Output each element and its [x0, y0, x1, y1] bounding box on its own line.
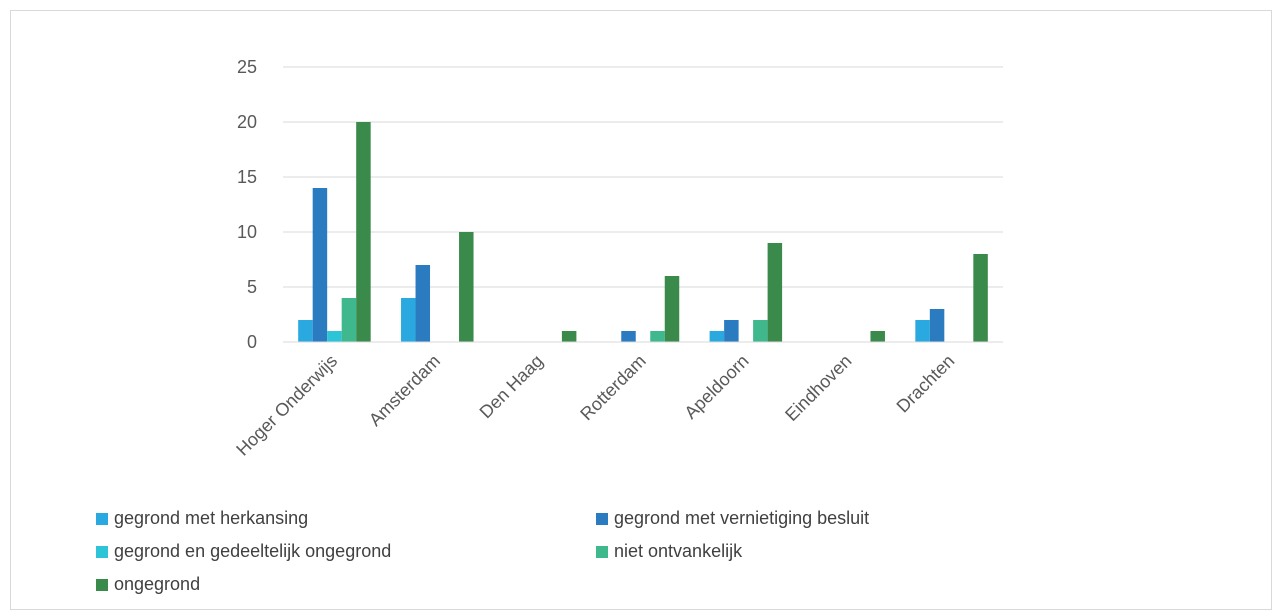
bar — [415, 265, 431, 342]
x-tick-label: Apeldoorn — [681, 351, 753, 423]
y-tick-label: 5 — [247, 277, 257, 297]
bar — [312, 188, 328, 342]
x-tick-label: Amsterdam — [365, 351, 444, 430]
x-tick-label: Eindhoven — [781, 351, 855, 425]
legend: gegrond met herkansing gegrond met vernie… — [96, 508, 869, 594]
legend-label: niet ontvankelijk — [614, 541, 743, 561]
y-tick-label: 10 — [237, 222, 257, 242]
bar — [767, 243, 783, 342]
legend-swatch — [96, 513, 108, 525]
x-tick-label: Den Haag — [476, 351, 547, 422]
chart-frame — [10, 10, 1272, 610]
gridlines — [283, 66, 1003, 343]
legend-label: gegrond en gedeeltelijk ongegrond — [114, 541, 391, 561]
bar — [915, 320, 930, 342]
bar — [709, 331, 725, 342]
bar — [561, 331, 577, 342]
bar — [459, 232, 474, 342]
bar — [327, 331, 342, 342]
legend-swatch — [96, 579, 108, 591]
y-tick-label: 25 — [237, 57, 257, 77]
legend-swatch — [596, 546, 608, 558]
x-tick-label: Drachten — [893, 351, 959, 417]
legend-label: gegrond met vernietiging besluit — [614, 508, 869, 528]
y-axis-tick-labels: 0 5 10 15 20 25 — [237, 57, 257, 352]
legend-swatch — [96, 546, 108, 558]
bar — [650, 331, 665, 342]
bar — [929, 309, 945, 342]
bar — [664, 276, 680, 342]
bar — [356, 122, 371, 342]
bar — [341, 298, 357, 342]
bar — [401, 298, 416, 342]
bar — [870, 331, 885, 342]
legend-label: ongegrond — [114, 574, 200, 594]
y-tick-label: 20 — [237, 112, 257, 132]
bar — [753, 320, 768, 342]
y-tick-label: 0 — [247, 332, 257, 352]
y-tick-label: 15 — [237, 167, 257, 187]
x-tick-label: Rotterdam — [576, 351, 650, 425]
x-axis-tick-labels: Hoger Onderwijs Amsterdam Den Haag Rotterda… — [232, 351, 958, 460]
bars — [283, 122, 1003, 343]
x-tick-label: Hoger Onderwijs — [232, 351, 341, 460]
bar — [621, 331, 636, 342]
legend-label: gegrond met herkansing — [114, 508, 308, 528]
bar — [973, 254, 988, 342]
bar — [724, 320, 739, 342]
bar — [298, 320, 313, 342]
legend-swatch — [596, 513, 608, 525]
